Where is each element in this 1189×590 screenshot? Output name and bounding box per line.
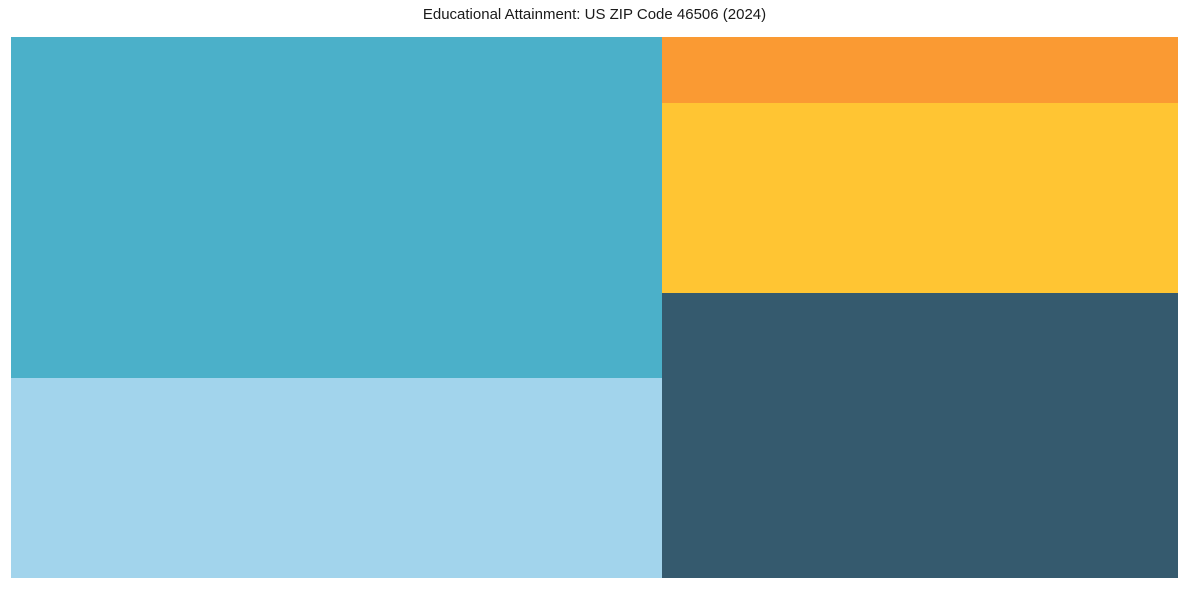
treemap-plot-area: Bachelor's Degree Graduate or Profession… <box>11 37 1178 578</box>
treemap-tile-less-than-high-school[interactable]: Less Than High School <box>662 37 1178 103</box>
treemap-tile-graduate-degree[interactable]: Graduate or Professional Degree <box>11 378 662 578</box>
chart-title: Educational Attainment: US ZIP Code 4650… <box>422 6 767 23</box>
treemap-column-left: Bachelor's Degree Graduate or Profession… <box>11 37 662 578</box>
treemap-tile-high-school-graduate[interactable]: High School Graduate <box>662 103 1178 293</box>
treemap-tile-bachelors-degree[interactable]: Bachelor's Degree <box>11 37 662 378</box>
treemap-column-right: Less Than High School High School Gradua… <box>662 37 1178 578</box>
treemap-tile-some-college[interactable]: Some College or Associate's <box>662 293 1178 578</box>
